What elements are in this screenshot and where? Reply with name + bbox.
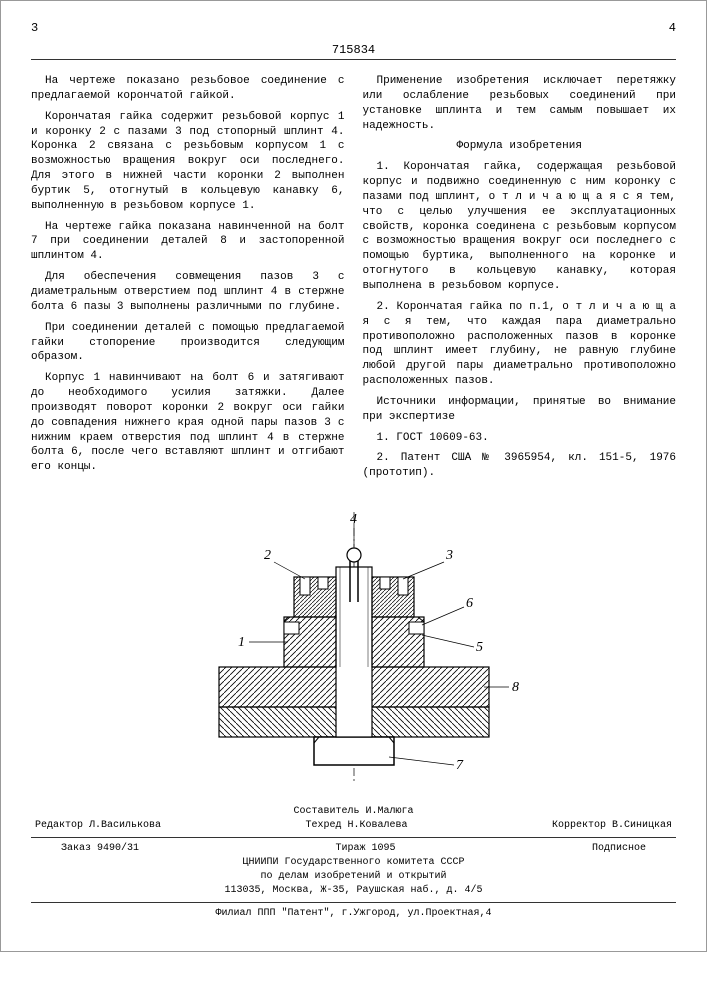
org-line-2: по делам изобретений и открытий — [31, 870, 676, 884]
paragraph: На чертеже показано резьбовое соединение… — [31, 74, 345, 104]
right-column: Применение изобретения исключает перетяж… — [363, 74, 677, 487]
left-column: На чертеже показано резьбовое соединение… — [31, 74, 345, 487]
page-header: 3 4 — [31, 21, 676, 35]
credits-block: Составитель И.Малюга Редактор Л.Василько… — [31, 805, 676, 921]
label-2: 2 — [264, 548, 271, 563]
paragraph: При соединении деталей с помощью предлаг… — [31, 321, 345, 366]
editor: Редактор Л.Василькова — [35, 819, 161, 833]
label-3: 3 — [445, 548, 453, 563]
label-4: 4 — [350, 512, 357, 527]
formula-title: Формула изобретения — [363, 139, 677, 154]
org-line-1: ЦНИИПИ Государственного комитета СССР — [31, 856, 676, 870]
technical-drawing: 4 2 1 3 6 5 8 7 — [164, 507, 544, 791]
page-num-left: 3 — [31, 21, 38, 35]
tirazh: Тираж 1095 — [335, 842, 395, 856]
document-number: 715834 — [31, 43, 676, 60]
paragraph: Корончатая гайка содержит резьбовой корп… — [31, 110, 345, 214]
paragraph: Применение изобретения исключает перетяж… — [363, 74, 677, 133]
address: 113035, Москва, Ж-35, Раушская наб., д. … — [31, 884, 676, 898]
label-1: 1 — [238, 635, 245, 650]
corrector: Корректор В.Синицкая — [552, 819, 672, 833]
page-num-right: 4 — [669, 21, 676, 35]
editors-row: Редактор Л.Василькова Техред Н.Ковалева … — [31, 819, 676, 833]
label-5: 5 — [476, 640, 483, 655]
label-8: 8 — [512, 680, 519, 695]
text-columns: На чертеже показано резьбовое соединение… — [31, 74, 676, 487]
paragraph: 1. ГОСТ 10609-63. — [363, 431, 677, 446]
filial: Филиал ППП "Патент", г.Ужгород, ул.Проек… — [31, 907, 676, 921]
paragraph: Для обеспечения совмещения пазов 3 с диа… — [31, 270, 345, 315]
compiler: Составитель И.Малюга — [31, 805, 676, 819]
order-number: Заказ 9490/31 — [61, 842, 139, 856]
paragraph: 2. Корончатая гайка по п.1, о т л и ч а … — [363, 300, 677, 389]
sign: Подписное — [592, 842, 646, 856]
paragraph: Корпус 1 навинчивают на болт 6 и затягив… — [31, 371, 345, 475]
paragraph: 1. Корончатая гайка, содержащая резьбово… — [363, 160, 677, 294]
label-7: 7 — [456, 758, 464, 773]
techred: Техред Н.Ковалева — [305, 819, 407, 833]
paragraph: 2. Патент США № 3965954, кл. 151-5, 1976… — [363, 451, 677, 481]
paragraph: На чертеже гайка показана навинченной на… — [31, 220, 345, 265]
nut-cross-section-svg: 4 2 1 3 6 5 8 7 — [164, 507, 544, 787]
order-row: Заказ 9490/31 Тираж 1095 Подписное — [31, 842, 676, 856]
paragraph: Источники информации, принятые во вниман… — [363, 395, 677, 425]
page: 3 4 715834 На чертеже показано резьбовое… — [0, 0, 707, 952]
label-6: 6 — [466, 596, 473, 611]
